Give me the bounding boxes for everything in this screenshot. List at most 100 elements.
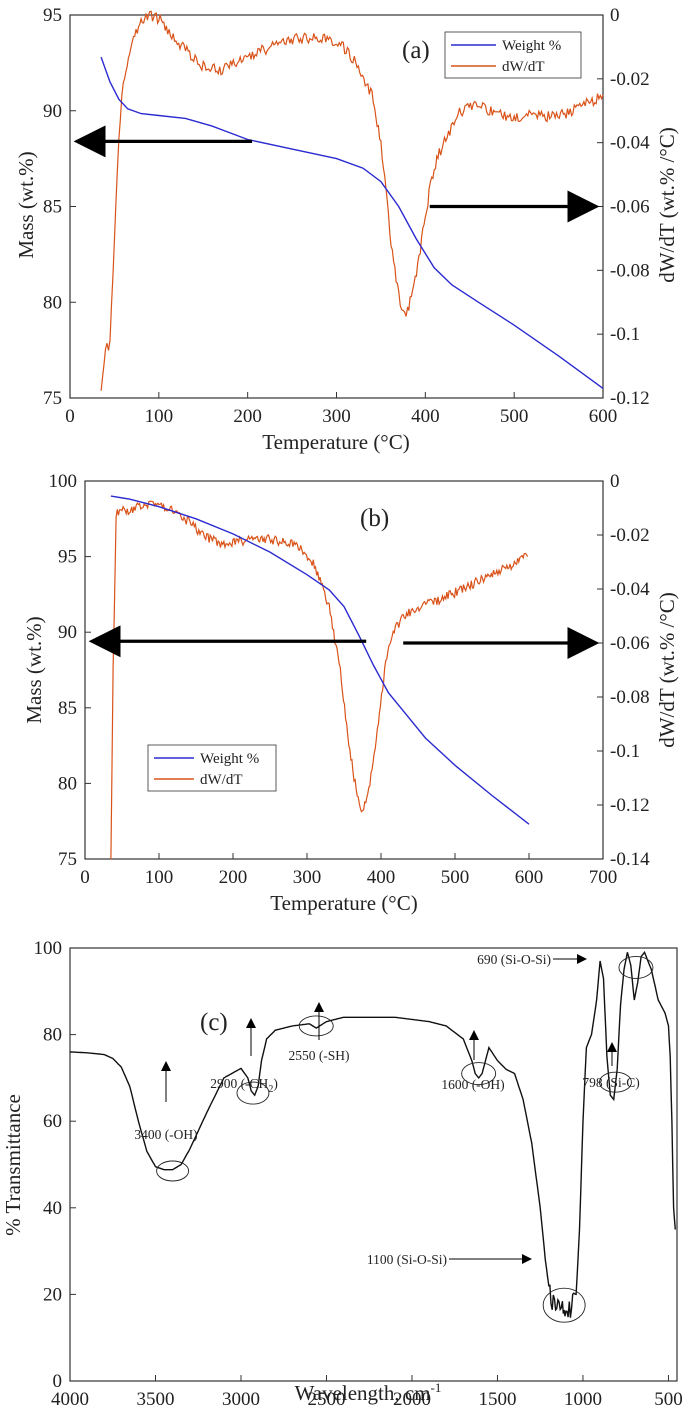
x-tick-label: 700 xyxy=(589,867,618,888)
y-tick-label: 85 xyxy=(43,197,62,218)
peak-ellipse xyxy=(236,1081,270,1105)
y2-tick-label: -0.08 xyxy=(610,687,650,708)
y-tick-label: 80 xyxy=(58,773,77,794)
x-axis-label-text: Wavelength, cm xyxy=(295,1381,431,1405)
x-ticks: 0 100 200 300 400 500 600 700 xyxy=(80,853,617,888)
y2-tick-label: -0.12 xyxy=(610,795,650,816)
peak-ellipse xyxy=(598,1071,632,1093)
legend-box xyxy=(147,744,277,792)
y-tick-label: 90 xyxy=(58,622,77,643)
panel-label: (b) xyxy=(360,505,389,532)
peak-label: 2900 (-CH2) xyxy=(210,1076,278,1095)
peak-label-text: 690 (Si-O-Si) xyxy=(477,952,551,967)
x-tick-label: 400 xyxy=(367,867,396,888)
legend: Weight % dW/dT xyxy=(444,31,582,79)
y-tick-label: 40 xyxy=(43,1198,62,1219)
peak-ellipse xyxy=(156,1160,190,1182)
y-tick-label: 100 xyxy=(49,471,78,492)
x-tick-label: 300 xyxy=(293,867,322,888)
y-tick-label: 100 xyxy=(34,938,63,959)
y-tick-label: 60 xyxy=(43,1111,62,1132)
peak-label: 1100 (Si-O-Si) xyxy=(367,1252,447,1267)
legend: Weight % dW/dT xyxy=(147,744,277,792)
peak-label: 798 (Si-C) xyxy=(582,1075,639,1090)
x-tick-label: 1500 xyxy=(478,1389,516,1407)
x-tick-label: 3500 xyxy=(136,1389,174,1407)
x-tick-label: 100 xyxy=(145,867,174,888)
plot-frame xyxy=(69,947,678,1382)
legend-label-dwdt: dW/dT xyxy=(502,59,545,75)
y2-axis-label: dW/dT (wt.% /°C) xyxy=(655,127,679,283)
y-tick-label: 90 xyxy=(43,101,62,122)
y2-tick-label: -0.06 xyxy=(610,197,650,218)
panel-label: (a) xyxy=(402,37,430,64)
peak-label: 1600 (-OH) xyxy=(441,1077,504,1092)
y2-tick-label: -0.04 xyxy=(610,133,650,154)
panel-c: 4000 3500 3000 2500 2000 1500 1000 500 0 20 40 60 8… xyxy=(1,938,683,1407)
peak-label-text: 3400 (-OH) xyxy=(134,1127,197,1142)
x-tick-label: 4000 xyxy=(51,1389,89,1407)
y-ticks-left: 75 80 85 90 95 100 xyxy=(49,471,91,870)
legend-box xyxy=(444,31,582,79)
y2-tick-label: -0.06 xyxy=(610,633,650,654)
y-tick-label: 75 xyxy=(58,849,77,870)
x-axis-label: Wavelength, cm-1 xyxy=(295,1380,442,1405)
peak-label: 2550 (-SH) xyxy=(288,1048,349,1063)
x-tick-label: 500 xyxy=(500,406,529,427)
x-axis-label: Temperature (°C) xyxy=(270,891,417,915)
y-tick-label: 80 xyxy=(43,292,62,313)
x-tick-label: 0 xyxy=(80,867,90,888)
legend-label-weight: Weight % xyxy=(502,38,561,54)
y-tick-label: 85 xyxy=(58,698,77,719)
x-axis-label-sup: -1 xyxy=(431,1380,442,1395)
x-ticks: 0 100 200 300 400 500 600 xyxy=(65,392,617,427)
y-ticks-right: -0.14 -0.12 -0.1 -0.08 -0.06 -0.04 -0.02 0 xyxy=(597,471,650,870)
y2-tick-label: -0.02 xyxy=(610,525,650,546)
dwdt-series-line xyxy=(100,10,604,391)
panel-label: (c) xyxy=(200,1009,228,1036)
peak-label-text: 2550 (-SH) xyxy=(288,1048,349,1063)
y-tick-label: 0 xyxy=(53,1371,63,1392)
x-tick-label: 2500 xyxy=(307,1389,345,1407)
dwdt-series-line xyxy=(110,500,529,860)
y2-tick-label: -0.1 xyxy=(610,741,640,762)
y2-tick-label: 0 xyxy=(610,471,620,492)
y-axis-label: Mass (wt.%) xyxy=(14,151,38,258)
x-tick-label: 100 xyxy=(145,406,174,427)
x-tick-label: 500 xyxy=(441,867,470,888)
y2-tick-label: -0.04 xyxy=(610,579,650,600)
y-ticks-left: 75 80 85 90 95 xyxy=(43,5,76,409)
peak-label-text: 2900 (-CH xyxy=(210,1076,268,1091)
ftir-spectrum-line xyxy=(69,950,676,1318)
y2-tick-label: -0.02 xyxy=(610,69,650,90)
peak-ellipse xyxy=(461,1062,497,1086)
y2-tick-label: -0.12 xyxy=(610,388,650,409)
x-tick-label: 600 xyxy=(515,867,544,888)
peak-ellipse xyxy=(542,1287,586,1323)
panel-b: 0 100 200 300 400 500 600 700 75 80 85 90 95 100 -0.… xyxy=(22,471,679,915)
x-tick-label: 500 xyxy=(654,1389,683,1407)
peak-label: 3400 (-OH) xyxy=(134,1127,197,1142)
y2-tick-label: 0 xyxy=(610,5,620,26)
y-tick-label: 95 xyxy=(58,547,77,568)
plot-frame xyxy=(84,480,604,860)
y2-tick-label: -0.1 xyxy=(610,324,640,345)
y-tick-label: 75 xyxy=(43,388,62,409)
y-ticks-right: -0.12 -0.1 -0.08 -0.06 -0.04 -0.02 0 xyxy=(597,5,650,409)
x-tick-label: 600 xyxy=(589,406,618,427)
y-tick-label: 20 xyxy=(43,1284,62,1305)
x-tick-label: 200 xyxy=(219,867,248,888)
peak-ellipse xyxy=(298,1015,334,1037)
y-axis-label: Mass (wt.%) xyxy=(22,616,46,723)
y-tick-label: 95 xyxy=(43,5,62,26)
x-tick-label: 0 xyxy=(65,406,75,427)
y2-tick-label: -0.08 xyxy=(610,260,650,281)
y2-tick-label: -0.14 xyxy=(610,849,650,870)
peak-label: 690 (Si-O-Si) xyxy=(477,952,551,967)
x-tick-label: 300 xyxy=(322,406,351,427)
weight-series-line xyxy=(100,56,604,389)
peak-label-text: 798 (Si-C) xyxy=(582,1075,639,1090)
x-tick-label: 400 xyxy=(411,406,440,427)
